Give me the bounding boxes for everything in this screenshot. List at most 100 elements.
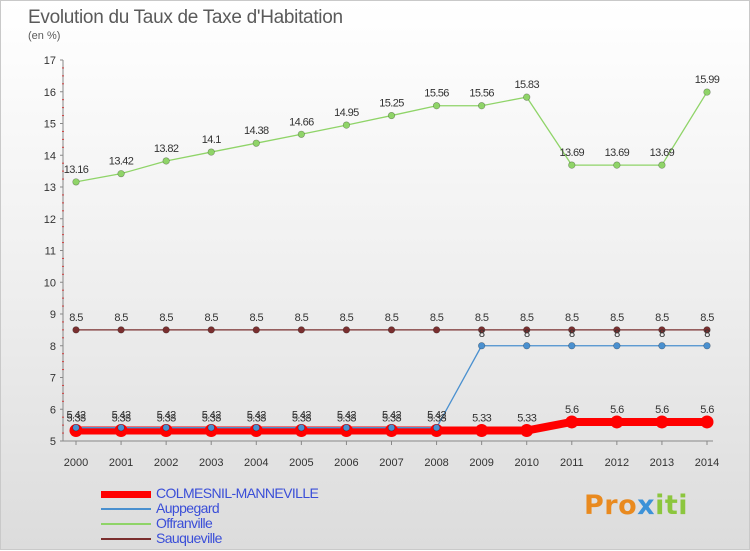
data-label: 15.25 <box>379 98 404 110</box>
data-label: 5.42 <box>247 410 266 422</box>
data-label: 8 <box>659 328 665 340</box>
data-label: 5.42 <box>382 410 401 422</box>
data-point <box>117 170 125 178</box>
logo-part-3: iti <box>655 490 688 521</box>
data-point <box>520 424 534 438</box>
data-label: 8.5 <box>520 312 534 324</box>
proxiti-logo: Proxiti <box>584 490 688 521</box>
data-point <box>117 424 125 432</box>
data-point <box>297 130 305 138</box>
data-point <box>658 161 666 169</box>
data-point <box>613 161 621 169</box>
data-point <box>387 111 396 120</box>
data-point <box>72 178 80 186</box>
data-point <box>703 342 711 350</box>
data-point <box>658 326 666 334</box>
legend-swatch <box>101 523 151 525</box>
y-tick-label: 11 <box>45 246 56 258</box>
data-label: 5.6 <box>655 404 669 416</box>
data-point <box>342 326 351 334</box>
data-point <box>72 326 80 334</box>
data-label: 5.33 <box>517 413 536 425</box>
chart-title: Evolution du Taux de Taxe d'Habitation <box>28 7 343 28</box>
data-label: 5.33 <box>472 413 491 425</box>
data-point <box>387 326 396 334</box>
data-point <box>342 121 351 129</box>
data-point <box>207 424 215 432</box>
data-label: 5.33 <box>112 413 131 425</box>
legend-swatch <box>101 490 151 498</box>
data-point <box>162 326 170 334</box>
data-label: 13.16 <box>64 164 89 176</box>
data-point <box>565 415 579 429</box>
y-tick-label: 12 <box>44 214 56 226</box>
data-label: 13.42 <box>109 156 134 168</box>
data-point <box>568 326 576 334</box>
data-label: 8.5 <box>295 312 309 324</box>
x-tick-label: 2013 <box>650 457 674 469</box>
data-label: 14.1 <box>202 134 221 146</box>
data-point <box>432 326 441 334</box>
y-tick-label: 15 <box>44 119 56 131</box>
data-label: 8 <box>524 328 530 340</box>
data-label: 8.5 <box>340 312 354 324</box>
data-label: 8 <box>614 328 620 340</box>
x-tick-label: 2011 <box>560 457 584 469</box>
data-point <box>252 424 260 432</box>
y-tick-label: 9 <box>50 309 56 321</box>
data-label: 13.69 <box>650 147 675 159</box>
data-point <box>162 157 170 165</box>
data-point <box>342 424 351 432</box>
y-tick-label: 17 <box>44 55 56 67</box>
data-point <box>655 415 669 429</box>
data-label: 5.33 <box>202 413 221 425</box>
data-label: 13.69 <box>560 147 585 159</box>
data-label: 5.33 <box>427 413 446 425</box>
data-label: 13.69 <box>605 147 630 159</box>
logo-part-1: Pro <box>584 490 638 521</box>
data-point <box>658 342 666 350</box>
data-label: 15.99 <box>695 74 720 86</box>
x-tick-label: 2005 <box>289 457 313 469</box>
y-tick-label: 5 <box>50 436 56 448</box>
data-point <box>703 88 711 96</box>
data-point <box>703 326 711 334</box>
data-label: 8.5 <box>430 312 444 324</box>
x-tick-label: 2001 <box>109 457 133 469</box>
data-label: 5.6 <box>565 404 579 416</box>
data-label: 15.83 <box>514 79 539 91</box>
x-tick-label: 2006 <box>334 457 358 469</box>
data-label: 8.5 <box>114 312 128 324</box>
data-label: 14.66 <box>289 116 314 128</box>
data-point <box>613 342 621 350</box>
data-label: 8.5 <box>250 312 264 324</box>
data-label: 5.33 <box>292 413 311 425</box>
data-label: 8.5 <box>385 312 399 324</box>
data-label: 5.42 <box>157 410 176 422</box>
data-point <box>252 326 260 334</box>
data-point <box>610 415 624 429</box>
data-label: 15.56 <box>424 88 449 100</box>
data-point <box>432 424 441 432</box>
data-label: 5.33 <box>382 413 401 425</box>
y-tick-label: 6 <box>50 404 56 416</box>
data-point <box>523 326 531 334</box>
data-label: 5.42 <box>292 410 311 422</box>
data-label: 5.33 <box>247 413 266 425</box>
x-tick-label: 2009 <box>469 457 493 469</box>
x-tick-label: 2010 <box>514 457 538 469</box>
y-tick-label: 8 <box>50 341 56 353</box>
x-tick-label: 2002 <box>154 457 178 469</box>
y-tick-label: 7 <box>50 373 56 385</box>
data-point <box>387 424 396 432</box>
data-label: 8.5 <box>700 312 714 324</box>
data-point <box>613 326 621 334</box>
legend-label: Sauqueville <box>156 530 222 546</box>
x-tick-label: 2004 <box>244 457 268 469</box>
legend-swatch <box>101 538 151 540</box>
legend-label: COLMESNIL-MANNEVILLE <box>156 485 319 501</box>
data-point <box>162 424 170 432</box>
x-tick-label: 2007 <box>379 457 403 469</box>
legend-label: Auppegard <box>156 500 220 516</box>
